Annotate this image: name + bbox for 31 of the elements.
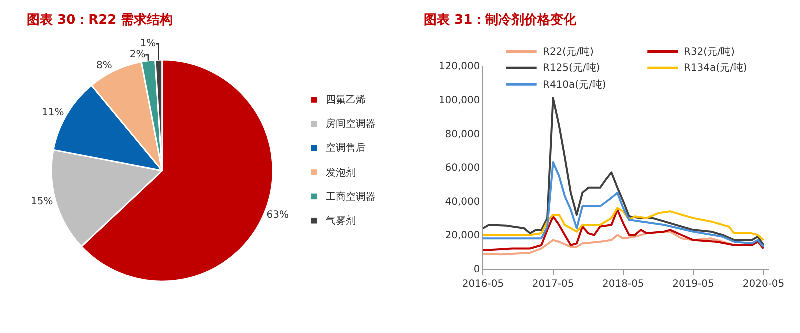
y-tick-label: 20,000	[445, 230, 480, 242]
legend-label: 房间空调器	[326, 118, 376, 130]
data-label: 63%	[266, 210, 289, 222]
x-tick-label: 2018-05	[602, 279, 644, 290]
legend-label: R125(元/吨)	[543, 62, 600, 74]
chart-title: 图表 30：R22 需求结构	[27, 12, 174, 28]
legend-label: 气雾剂	[326, 215, 356, 227]
y-tick-label: 100,000	[438, 95, 480, 106]
y-tick-label: 40,000	[445, 196, 480, 208]
y-tick-label: 120,000	[438, 62, 480, 73]
legend-label: 空调售后	[326, 142, 366, 154]
legend-label: 四氟乙烯	[326, 94, 366, 106]
chart-title: 图表 31：制冷剂价格变化	[424, 12, 578, 28]
x-tick-label: 2016-05	[462, 279, 504, 290]
x-tick-label: 2020-05	[742, 279, 785, 290]
y-tick-label: 60,000	[445, 163, 480, 174]
legend-label: R134a(元/吨)	[684, 62, 748, 74]
legend-label: 工商空调器	[326, 191, 376, 203]
data-label: 1%	[140, 38, 156, 50]
legend-label: R22(元/吨)	[543, 46, 594, 58]
data-label: 2%	[130, 50, 146, 61]
data-label: 11%	[42, 108, 64, 119]
legend-label: 发泡剂	[326, 167, 356, 179]
data-label: 8%	[96, 60, 112, 72]
y-tick-label: 0	[474, 264, 480, 276]
x-tick-label: 2017-05	[532, 279, 574, 290]
x-tick-label: 2019-05	[672, 279, 714, 290]
y-tick-label: 80,000	[445, 129, 480, 140]
data-label: 15%	[30, 196, 54, 208]
legend-label: R32(元/吨)	[684, 46, 735, 58]
legend-label: R410a(元/吨)	[543, 79, 606, 91]
